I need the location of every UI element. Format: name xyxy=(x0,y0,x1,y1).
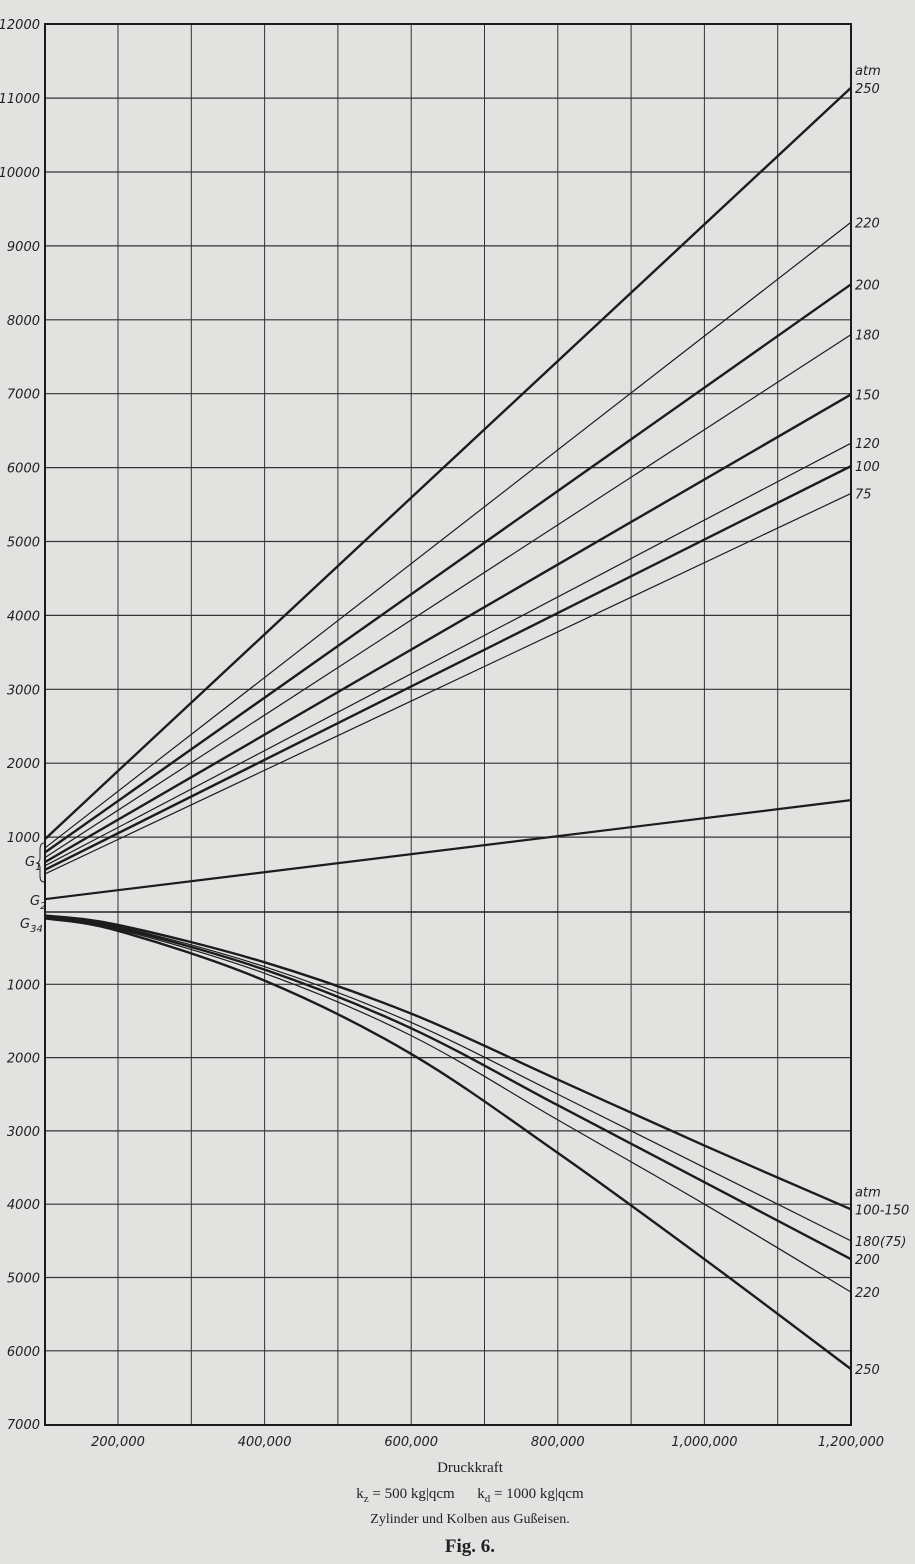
series-line-upper-220 xyxy=(44,221,852,849)
g1-label-subscript: 1 xyxy=(35,862,41,873)
y-tick-label-upper: 5000 xyxy=(7,536,40,551)
g2-label-subscript: 2 xyxy=(40,901,46,912)
series-line-lower-100-150 xyxy=(44,914,852,1211)
y-tick-label-upper: 11000 xyxy=(0,92,40,107)
x-tick-label: 1,000,000 xyxy=(671,1435,737,1450)
material-caption: Zylinder und Kolben aus Gußeisen. xyxy=(370,1512,570,1527)
x-tick-label: 200,000 xyxy=(91,1435,145,1450)
y-tick-label-upper: 8000 xyxy=(7,314,40,329)
series-label-lower: 250 xyxy=(855,1363,880,1378)
series-label-upper: 180 xyxy=(855,329,880,344)
x-tick-label: 1,200,000 xyxy=(818,1435,884,1450)
y-tick-label-upper: 6000 xyxy=(7,462,40,477)
y-tick-label-upper: 10000 xyxy=(0,166,40,181)
series-line-lower-180(75) xyxy=(44,915,852,1242)
y-tick-label-upper: 2000 xyxy=(7,757,40,772)
series-label-upper: 220 xyxy=(855,216,880,231)
unit-label-upper: atm xyxy=(855,64,881,79)
y-tick-label-lower: 4000 xyxy=(7,1198,40,1213)
series-label-upper: 150 xyxy=(855,388,880,403)
g34-label: G34 xyxy=(20,917,43,935)
series-label-upper: 120 xyxy=(855,437,880,452)
series-line-upper-150 xyxy=(44,393,852,864)
series-line-upper-100 xyxy=(44,465,852,872)
series-label-lower: 180(75) xyxy=(855,1235,907,1250)
y-tick-label-upper: 1000 xyxy=(7,831,40,846)
y-tick-label-upper: 3000 xyxy=(7,683,40,698)
x-tick-label: 800,000 xyxy=(531,1435,585,1450)
x-tick-label: 600,000 xyxy=(384,1435,438,1450)
series-line-upper-250 xyxy=(43,86,852,841)
series-label-lower: 220 xyxy=(855,1286,880,1301)
g34-label-subscript: 34 xyxy=(30,924,43,935)
g2-line xyxy=(44,799,852,901)
series-label-upper: 100 xyxy=(855,460,880,475)
series-line-lower-200 xyxy=(44,915,852,1261)
series-line-upper-200 xyxy=(44,283,852,854)
series-line-upper-75 xyxy=(44,492,852,875)
figure-number: Fig. 6. xyxy=(444,1536,496,1557)
y-tick-label-lower: 3000 xyxy=(7,1125,40,1140)
series-label-upper: 200 xyxy=(855,278,880,293)
kz-symbol: k xyxy=(356,1486,364,1502)
y-tick-label-upper: 9000 xyxy=(7,240,40,255)
kd-value: = 1000 kg|qcm xyxy=(490,1486,584,1502)
unit-label-lower: atm xyxy=(855,1185,881,1200)
y-tick-label-upper: 4000 xyxy=(7,609,40,624)
kz-sub: z xyxy=(363,1493,369,1505)
x-tick-label: 400,000 xyxy=(238,1435,292,1450)
y-tick-label-lower: 6000 xyxy=(7,1345,40,1360)
series-label-upper: 75 xyxy=(855,487,872,502)
y-tick-label-lower: 5000 xyxy=(7,1272,40,1287)
series-label-upper: 250 xyxy=(855,82,880,97)
g1-brace xyxy=(35,842,45,883)
kd-symbol: k xyxy=(477,1486,485,1502)
kd-sub: d xyxy=(484,1493,491,1505)
y-tick-label-lower: 1000 xyxy=(7,978,40,993)
kz-value: = 500 kg|qcm xyxy=(368,1486,455,1502)
y-tick-label-upper: 7000 xyxy=(7,388,40,403)
y-tick-label-upper: 12000 xyxy=(0,18,40,33)
series-label-lower: 200 xyxy=(855,1253,880,1268)
y-tick-label-lower: 2000 xyxy=(7,1052,40,1067)
series-line-lower-250 xyxy=(44,917,852,1371)
g2-label: G2 xyxy=(30,894,46,912)
series-label-lower: 100-150 xyxy=(855,1203,909,1218)
y-tick-label-lower: 7000 xyxy=(7,1418,40,1433)
series-line-lower-220 xyxy=(44,917,852,1293)
plot-frame xyxy=(44,23,852,1426)
series-line-upper-180 xyxy=(44,334,852,859)
series-line-upper-120 xyxy=(44,442,852,867)
stress-values: kz = 500 kg|qcm kd = 1000 kg|qcm xyxy=(0,1486,915,1505)
x-axis-label: Druckkraft xyxy=(437,1460,503,1476)
